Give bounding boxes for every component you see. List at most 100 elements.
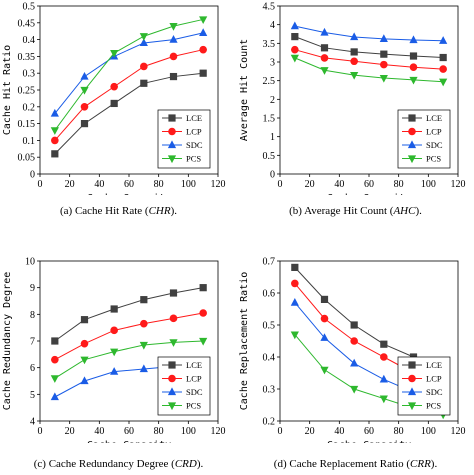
data-point-lce [380,340,388,348]
data-point-lcp [291,279,299,288]
y-tick-label: 0.1 [23,136,36,147]
chart-caption: (a) Cache Hit Rate (CHR). [0,205,237,217]
data-point-lce [320,295,329,303]
data-point-lcp [199,309,207,317]
data-point-lcp [169,314,178,323]
y-tick-label: 0.4 [263,353,276,364]
x-tick-label: 0 [278,179,283,190]
data-point-lce [80,120,89,128]
data-point-lce [439,53,447,62]
data-point-lce [380,50,388,58]
y-tick-label: 1 [270,132,275,143]
y-tick-label: 0.45 [18,18,36,29]
data-point-lcp [380,353,388,361]
caption-abbr: CRR [410,458,431,470]
legend: LCE LCP SDC PCS [397,356,451,416]
legend-box [157,109,211,169]
y-tick-label: 10 [25,257,35,268]
x-tick-label: 60 [364,179,374,190]
data-point-sdc [139,38,148,47]
x-tick-label: 0 [278,426,283,437]
data-point-sdc [320,333,329,341]
data-point-pcs [50,375,59,383]
data-point-pcs [379,74,388,83]
series-lcp [291,45,447,73]
y-tick-label: 0.4 [23,35,36,46]
legend-label-lce: LCE [186,113,202,123]
data-point-lce [350,321,358,329]
x-tick-label: 80 [154,426,164,437]
y-tick-label: 4 [270,20,275,31]
data-point-sdc [50,108,59,117]
data-point-sdc [139,364,148,373]
legend-marker-sdc [167,387,177,396]
caption-suffix: ). [170,205,177,217]
chart-svg: 0 20 40 60 80 100 120 0 0.05 0.1 0.15 0.2 0.25 0.3 0.3… [2,2,226,205]
x-tick-label: 40 [334,179,344,190]
y-tick-label: 0 [270,170,275,181]
legend-marker-pcs [407,402,417,411]
y-tick-label: 0.5 [263,151,276,162]
data-point-lcp [439,65,447,73]
x-tick-label: 100 [181,426,196,437]
data-point-pcs [350,71,359,80]
data-point-pcs [80,86,89,95]
legend-label-lcp: LCP [426,374,442,384]
legend-marker-lcp [408,374,416,383]
caption-suffix: ). [415,205,422,217]
legend-marker-sdc [167,140,177,149]
data-point-lce [291,33,299,41]
y-axis-label: Cache Redundancy Degree [2,272,13,410]
y-tick-label: 5 [30,390,35,401]
x-tick-label: 100 [421,426,436,437]
data-point-sdc [379,34,388,42]
x-tick-label: 60 [364,426,374,437]
data-point-lcp [51,136,59,145]
chart-caption: (d) Cache Replacement Ratio (CRR). [237,458,474,470]
y-tick-label: 0.3 [263,385,276,396]
x-axis-label: Cache Capacity [327,440,411,443]
legend-label-sdc: SDC [426,387,443,397]
data-point-pcs [199,337,208,346]
x-tick-label: 120 [451,426,466,437]
y-tick-label: 9 [30,283,35,294]
data-point-lce [110,305,118,313]
legend-box [397,109,451,169]
x-tick-label: 0 [38,426,43,437]
y-tick-label: 3.5 [263,39,276,50]
chart-caption: (b) Average Hit Count (AHC). [237,205,474,217]
legend-label-lcp: LCP [426,127,442,137]
y-tick-label: 0.15 [18,119,36,130]
x-tick-label: 80 [394,179,404,190]
caption-text: Cache Replacement Ratio ( [289,458,411,470]
series-line-lce [294,267,444,368]
data-point-lcp [380,60,388,69]
caption-text: Average Hit Count ( [304,205,394,217]
x-tick-label: 80 [394,426,404,437]
x-tick-label: 0 [38,179,43,190]
legend-marker-lcp [168,127,176,136]
series-line-pcs [294,57,444,83]
series-lce [291,33,447,62]
legend-marker-pcs [167,155,177,164]
caption-prefix: (b) [289,205,305,217]
series-line-sdc [54,32,204,114]
data-point-pcs [169,339,178,347]
legend-label-pcs: PCS [186,154,201,164]
y-tick-label: 0.05 [18,153,36,164]
legend: LCE LCP SDC PCS [397,109,451,169]
data-point-lcp [320,54,329,62]
y-tick-label: 0.5 [263,321,276,332]
y-tick-label: 0.2 [23,102,36,113]
legend-marker-sdc [407,387,417,396]
legend-label-sdc: SDC [426,140,443,150]
x-tick-label: 20 [65,179,75,190]
series-sdc [290,21,448,44]
legend-marker-lce [408,114,416,122]
data-point-lcp [350,337,358,345]
legend-marker-lcp [168,374,176,383]
caption-abbr: AHC [393,205,416,217]
data-point-pcs [110,49,119,58]
y-tick-label: 4.5 [263,2,276,13]
